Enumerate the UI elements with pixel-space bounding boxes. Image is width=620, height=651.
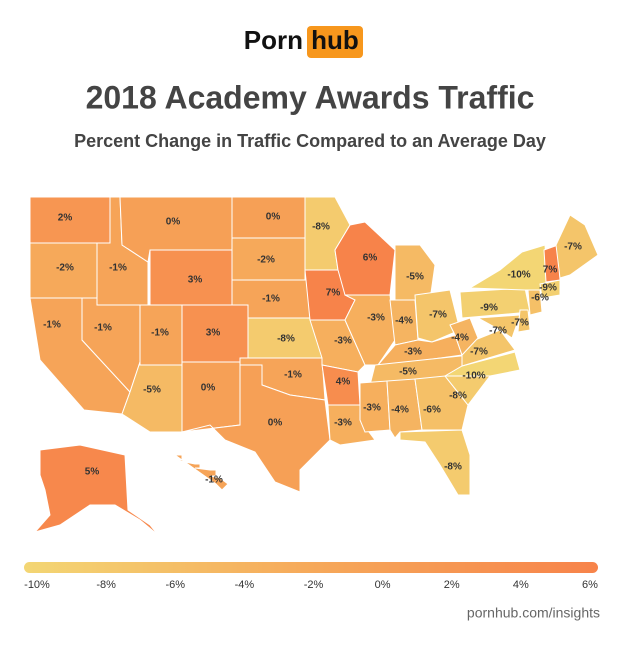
region-label: -8%	[444, 462, 462, 473]
region-label: -1%	[94, 323, 112, 334]
color-bar	[24, 562, 598, 573]
region	[449, 317, 479, 356]
region-label: 0%	[166, 217, 181, 228]
region-label: -1%	[43, 320, 61, 331]
region-label: -10%	[507, 270, 530, 281]
region	[399, 429, 471, 496]
region-label: -8%	[312, 222, 330, 233]
region-label: -3%	[363, 403, 381, 414]
region-label: 0%	[266, 212, 281, 223]
region	[443, 351, 521, 377]
color-tick-label: 2%	[444, 579, 460, 591]
region	[517, 309, 531, 333]
region-label: -1%	[109, 263, 127, 274]
region-label: 2%	[58, 213, 73, 224]
region	[181, 361, 241, 433]
region-label: -9%	[480, 303, 498, 314]
region-label: -10%	[462, 371, 485, 382]
region-label: 7%	[326, 288, 341, 299]
logo-badge	[307, 26, 363, 58]
region	[527, 289, 543, 316]
region-label: 0%	[201, 383, 216, 394]
logo-left: Porn	[244, 25, 303, 55]
region-label: -4%	[391, 405, 409, 416]
region	[173, 454, 229, 491]
region-label: -3%	[334, 418, 352, 429]
region-label: 7%	[543, 265, 558, 276]
region-label: -1%	[151, 328, 169, 339]
logo-right: hub	[311, 25, 359, 55]
region	[414, 289, 461, 343]
region-label: 6%	[363, 253, 378, 264]
region-label: -5%	[399, 367, 417, 378]
region-label: -6%	[423, 405, 441, 416]
region-label: -5%	[406, 272, 424, 283]
region-label: -3%	[334, 336, 352, 347]
region-label: -3%	[404, 347, 422, 358]
region-label: -2%	[56, 263, 74, 274]
region-label: 5%	[85, 467, 100, 478]
color-tick-label: -2%	[304, 579, 324, 591]
color-tick-label: -4%	[235, 579, 255, 591]
subtitle: Percent Change in Traffic Compared to an…	[74, 131, 546, 151]
region	[181, 364, 331, 493]
region-label: 3%	[188, 275, 203, 286]
color-tick-label: -6%	[165, 579, 185, 591]
region-label: -9%	[539, 283, 557, 294]
color-tick-label: 4%	[513, 579, 529, 591]
region	[414, 375, 469, 431]
footer: pornhub.com/insights	[467, 605, 600, 621]
color-tick-label: 6%	[582, 579, 598, 591]
region-label: -3%	[367, 313, 385, 324]
region-label: 4%	[336, 377, 351, 388]
region-label: -4%	[395, 316, 413, 327]
title: 2018 Academy Awards Traffic	[86, 79, 535, 115]
region-label: -1%	[284, 370, 302, 381]
region-label: -2%	[257, 255, 275, 266]
region-label: -4%	[451, 333, 469, 344]
region	[359, 380, 391, 433]
region	[33, 444, 159, 536]
region-label: -1%	[262, 294, 280, 305]
region-label: -8%	[277, 334, 295, 345]
region-label: -7%	[564, 242, 582, 253]
color-tick-label: 0%	[375, 579, 391, 591]
region	[468, 244, 549, 291]
region-label: 3%	[206, 328, 221, 339]
region-label: -8%	[449, 391, 467, 402]
color-tick-label: -8%	[96, 579, 116, 591]
map: 2%-2%-1%-1%-1%0%3%-1% 3%-5% 0%0%-2%-1%-8%-…	[29, 196, 599, 536]
region	[394, 244, 436, 301]
region-label: -5%	[143, 385, 161, 396]
region-label: -7%	[470, 347, 488, 358]
region-label: -7%	[429, 310, 447, 321]
region-label: 0%	[268, 418, 283, 429]
region	[543, 244, 561, 283]
color-tick-label: -10%	[24, 579, 50, 591]
region-label: -7%	[489, 326, 507, 337]
region-label: -6%	[531, 293, 549, 304]
region	[476, 314, 521, 339]
region-label: -1%	[205, 475, 223, 486]
region-label: -7%	[511, 318, 529, 329]
region	[334, 221, 396, 296]
region	[555, 214, 599, 279]
